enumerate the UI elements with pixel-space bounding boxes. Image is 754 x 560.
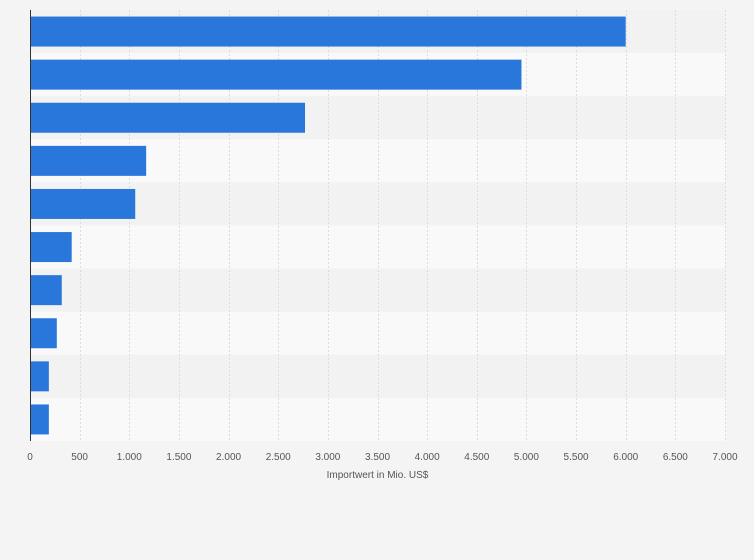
row-band [30,397,725,441]
bar[interactable] [30,275,62,306]
row-band [30,311,725,355]
x-tick-label: 3.000 [315,452,340,463]
bar[interactable] [30,318,57,349]
bar[interactable] [30,361,49,392]
x-tick-label: 2.000 [216,452,241,463]
bar[interactable] [30,232,72,263]
x-tick-label: 6.500 [663,452,688,463]
x-tick-label: 6.000 [613,452,638,463]
x-tick-label: 500 [71,452,88,463]
x-axis-ticks: 0 500 1.000 1.500 2.000 2.500 3.000 3.500 4.000 4… [27,452,738,463]
x-tick-label: 4.000 [415,452,440,463]
x-tick-label: 2.500 [266,452,291,463]
bar[interactable] [30,16,626,47]
x-tick-label: 5.000 [514,452,539,463]
bars [30,16,626,435]
bar[interactable] [30,145,147,176]
bar[interactable] [30,404,49,435]
row-bands [30,10,725,441]
bar[interactable] [30,59,522,90]
x-tick-label: 5.500 [564,452,589,463]
row-band [30,225,725,269]
row-band [30,268,725,312]
x-tick-label: 0 [27,452,33,463]
x-tick-label: 7.000 [712,452,737,463]
x-tick-label: 1.500 [166,452,191,463]
x-tick-label: 3.500 [365,452,390,463]
x-tick-label: 4.500 [464,452,489,463]
bar[interactable] [30,188,136,219]
bar[interactable] [30,102,306,133]
row-band [30,354,725,398]
x-tick-label: 1.000 [117,452,142,463]
x-axis-title: Importwert in Mio. US$ [327,470,429,481]
row-band [30,182,725,226]
